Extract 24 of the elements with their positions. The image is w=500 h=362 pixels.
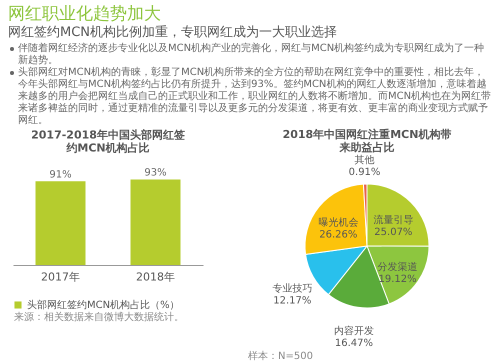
slice-label: 专业技巧	[272, 282, 312, 295]
data-label: 26.26%	[319, 229, 358, 240]
slice-label: 流量引导	[373, 214, 414, 226]
source-note: 来源：相关数据来自微博大数据统计。	[14, 310, 185, 324]
slice-label: 内容开发	[334, 325, 374, 338]
text: 网红职业化趋势加大	[8, 4, 162, 24]
text: 网红签约MCN机构比例加重，专职网红成为一大职业选择	[8, 24, 338, 41]
data-label: 0.91%	[348, 167, 380, 178]
text: 头部网红对MCN机构的青睐，彰显了MCN机构所带来的全方位的帮助在网红竞争中的重要性，相比去年，今年头部网红与MCN机构签约占比仍有所提升，达到93%。签约MCN机构的网红人数逐渐增加，意味着越来越多的用户会把网红当成自己的正式职业和工作，职业网红的人数将不断增加。而MCN机构也在为网红带来诸多裨益的同时，通过更精准的流量引导以及更多元的分发渠道，将更有效、更丰富的商业变现方式赋予网红。	[17, 67, 492, 127]
text: 伴随着网红经济的逐步专业化以及MCN机构产业的完善化，网红与MCN机构签约成为专职网红成为了一种新趋势。	[17, 43, 486, 66]
data-label: 12.17%	[273, 296, 312, 307]
legend-label: 头部网红签约MCN机构占比（%）	[27, 299, 180, 311]
data-label: 91%	[49, 169, 72, 180]
chart-title: 2018年中国网红注重MCN机构带来助益占比	[282, 128, 452, 154]
x-tick-label: 2018年	[136, 270, 175, 284]
slice-label: 其他	[354, 154, 375, 166]
slice-label: 分发渠道	[378, 261, 418, 274]
x-tick-label: 2017年	[41, 270, 80, 284]
chart-title: 2017-2018年中国头部网红签约MCN机构占比	[31, 128, 185, 154]
text: 样本：N=500	[248, 350, 314, 362]
slice-label: 曝光机会	[318, 216, 358, 228]
data-label: 93%	[144, 167, 167, 178]
data-label: 16.47%	[334, 338, 374, 350]
data-label: 25.07%	[374, 226, 412, 238]
